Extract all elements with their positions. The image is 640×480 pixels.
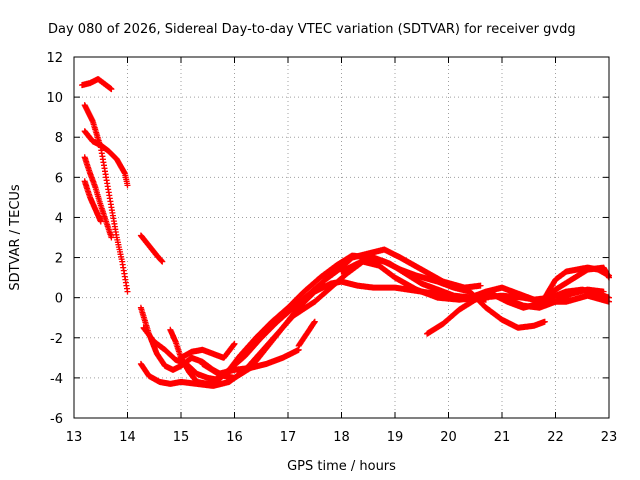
series-trace-17 (504, 286, 607, 311)
data-point-markers (295, 318, 318, 349)
data-point-markers (81, 178, 104, 225)
series-trace-5 (81, 178, 104, 225)
x-tick-label: 16 (226, 430, 243, 445)
x-tick-label: 17 (280, 430, 297, 445)
y-tick-label: -4 (50, 372, 63, 387)
data-point-markers (167, 246, 484, 387)
series-trace-16 (541, 264, 612, 301)
data-point-markers (504, 286, 607, 311)
grid (74, 57, 609, 418)
data-point-markers (81, 102, 131, 295)
y-tick-label: 2 (55, 252, 63, 267)
y-tick-label: 8 (55, 131, 63, 146)
data-point-markers (178, 340, 238, 361)
x-tick-label: 13 (66, 430, 83, 445)
x-tick-label: 19 (387, 430, 404, 445)
x-tick-label: 22 (547, 430, 564, 445)
y-tick-label: 10 (46, 91, 63, 106)
series-trace-6 (137, 232, 166, 265)
x-tick-label: 20 (440, 430, 457, 445)
x-tick-label: 18 (333, 430, 350, 445)
data-point-markers (541, 264, 612, 301)
data-point-markers (137, 232, 166, 265)
chart-title: Day 080 of 2026, Sidereal Day-to-day VTE… (48, 22, 576, 37)
y-tick-label: 12 (46, 51, 63, 66)
y-tick-label: 4 (55, 211, 63, 226)
y-axis-label: SDTVAR / TECUs (8, 184, 23, 291)
y-tick-label: -6 (50, 412, 63, 427)
x-axis-label: GPS time / hours (287, 459, 396, 474)
data-point-markers (79, 76, 115, 93)
plot-frame (73, 56, 610, 419)
tick-labels: 13 14 15 16 17 18 19 20 21 22 23 -6 -4 -2 0 2 4 6 8 10 12 (46, 51, 617, 445)
series-trace-13 (295, 318, 318, 349)
x-tick-label: 23 (601, 430, 618, 445)
x-tick-label: 15 (173, 430, 190, 445)
series-trace-12 (199, 346, 302, 377)
y-tick-label: 0 (55, 292, 63, 307)
x-tick-label: 14 (119, 430, 136, 445)
data-point-markers (199, 346, 302, 377)
series-trace-10 (167, 246, 484, 387)
series-trace-1 (79, 76, 115, 93)
data-series (79, 76, 612, 389)
data-point-markers (81, 154, 115, 241)
y-tick-label: -2 (50, 332, 63, 347)
y-tick-label: 6 (55, 171, 63, 186)
series-trace-4 (81, 154, 115, 241)
x-tick-label: 21 (494, 430, 511, 445)
series-trace-11 (178, 340, 238, 361)
series-trace-3 (81, 102, 131, 295)
